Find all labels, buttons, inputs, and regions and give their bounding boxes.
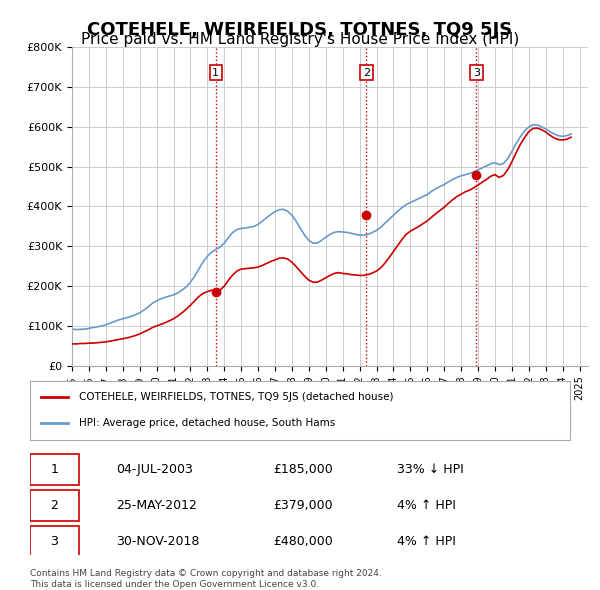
- Text: COTEHELE, WEIRFIELDS, TOTNES, TQ9 5JS: COTEHELE, WEIRFIELDS, TOTNES, TQ9 5JS: [88, 21, 512, 39]
- FancyBboxPatch shape: [30, 526, 79, 557]
- Text: 4% ↑ HPI: 4% ↑ HPI: [397, 535, 456, 548]
- Text: 04-JUL-2003: 04-JUL-2003: [116, 463, 193, 476]
- Text: 3: 3: [50, 535, 58, 548]
- Text: £185,000: £185,000: [273, 463, 333, 476]
- Text: 1: 1: [212, 68, 220, 78]
- FancyBboxPatch shape: [30, 490, 79, 521]
- FancyBboxPatch shape: [30, 454, 79, 485]
- Text: £379,000: £379,000: [273, 499, 332, 512]
- Text: 1: 1: [50, 463, 58, 476]
- Text: 30-NOV-2018: 30-NOV-2018: [116, 535, 200, 548]
- Text: 3: 3: [473, 68, 480, 78]
- Text: 2: 2: [363, 68, 370, 78]
- Text: 2: 2: [50, 499, 58, 512]
- Text: £480,000: £480,000: [273, 535, 333, 548]
- Text: COTEHELE, WEIRFIELDS, TOTNES, TQ9 5JS (detached house): COTEHELE, WEIRFIELDS, TOTNES, TQ9 5JS (d…: [79, 392, 393, 402]
- Text: 33% ↓ HPI: 33% ↓ HPI: [397, 463, 464, 476]
- Text: Price paid vs. HM Land Registry's House Price Index (HPI): Price paid vs. HM Land Registry's House …: [81, 32, 519, 47]
- Text: 4% ↑ HPI: 4% ↑ HPI: [397, 499, 456, 512]
- Text: 25-MAY-2012: 25-MAY-2012: [116, 499, 197, 512]
- Text: Contains HM Land Registry data © Crown copyright and database right 2024.
This d: Contains HM Land Registry data © Crown c…: [30, 569, 382, 589]
- Text: HPI: Average price, detached house, South Hams: HPI: Average price, detached house, Sout…: [79, 418, 335, 428]
